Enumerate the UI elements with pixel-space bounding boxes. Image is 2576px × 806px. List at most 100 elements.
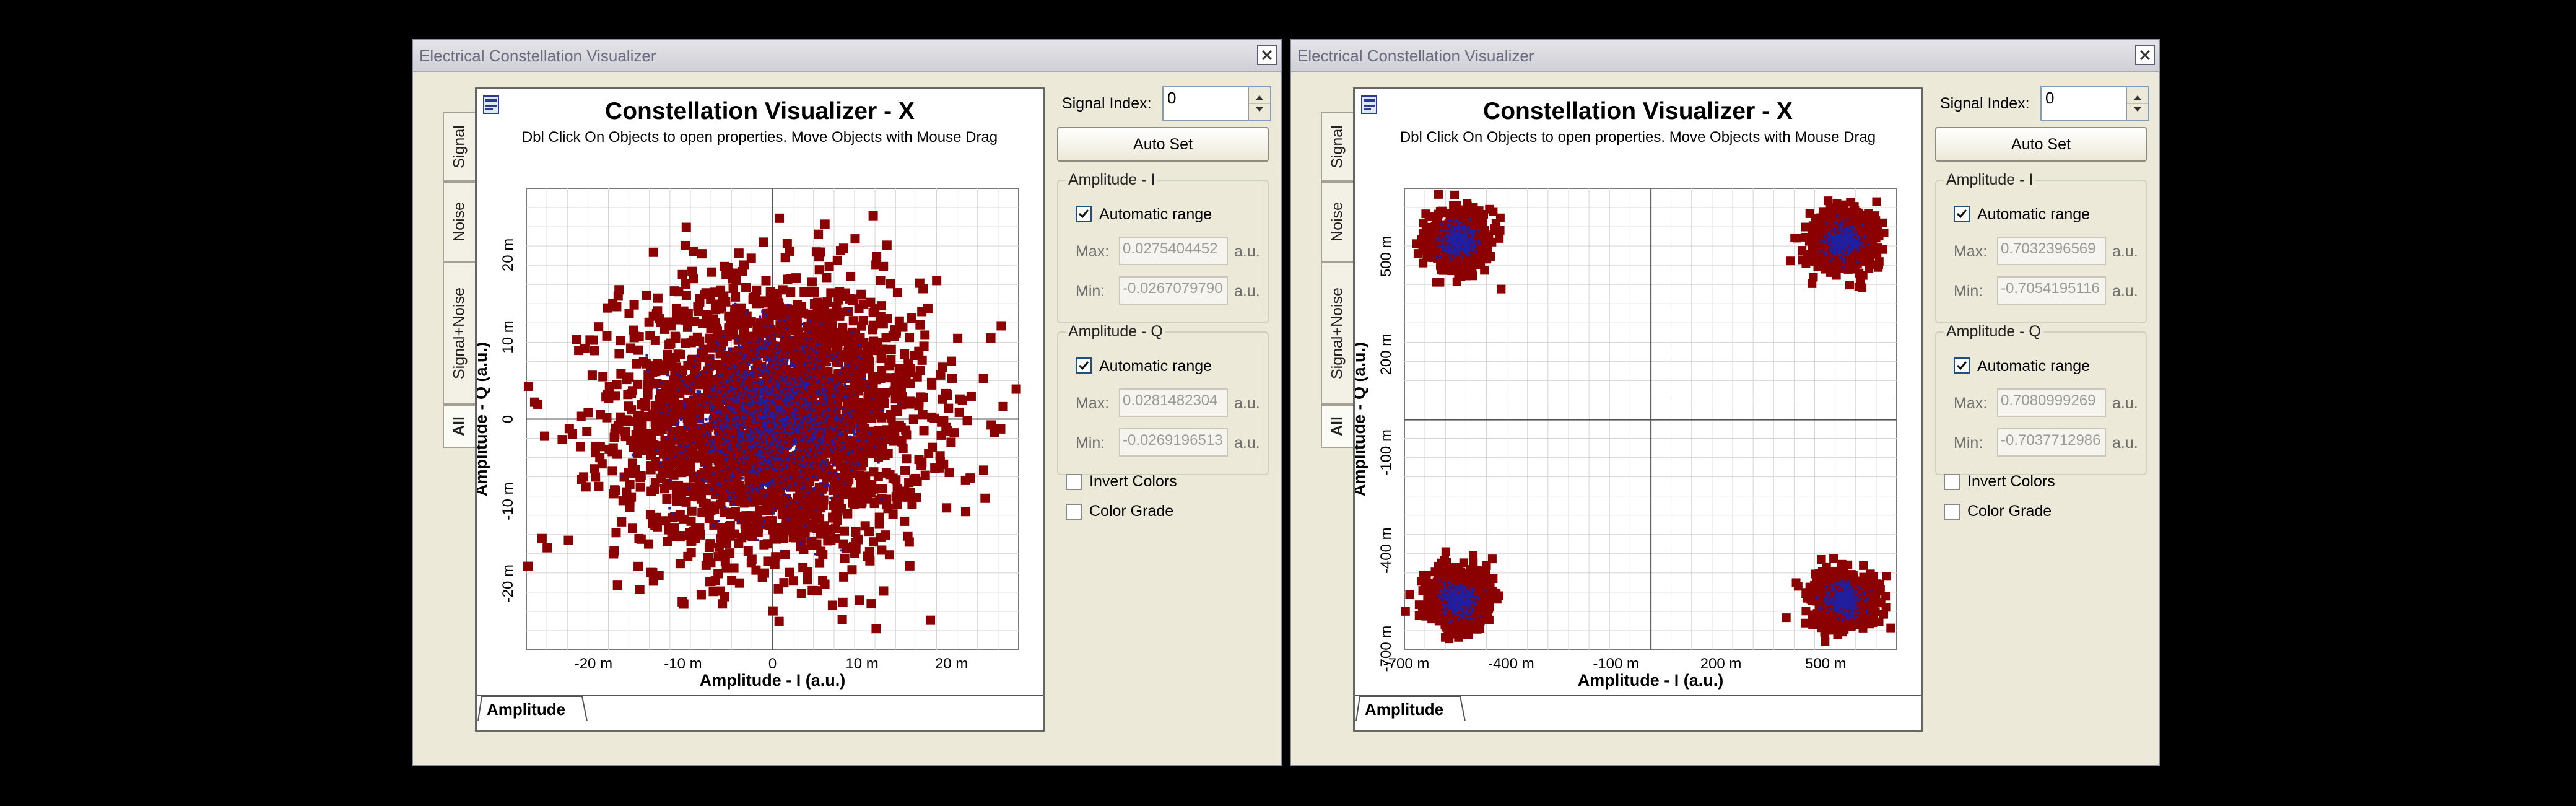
signal-sample-point bbox=[1471, 248, 1474, 252]
signal-sample-point bbox=[716, 411, 720, 414]
signal-sample-point bbox=[1453, 253, 1456, 256]
y-tick-label: -20 m bbox=[500, 564, 516, 602]
signal-sample-point bbox=[786, 488, 789, 491]
signal-sample-point bbox=[812, 349, 816, 352]
signal-sample-point bbox=[802, 416, 805, 419]
signal-sample-point bbox=[785, 398, 788, 401]
signal-sample-point bbox=[1461, 239, 1464, 242]
left-tab-all[interactable]: All bbox=[443, 405, 475, 448]
signal-sample-point bbox=[770, 400, 773, 403]
signal-sample-point bbox=[757, 431, 760, 434]
signal-sample-point bbox=[1452, 251, 1455, 254]
noise-sample-point bbox=[804, 504, 814, 514]
noise-sample-point bbox=[920, 330, 930, 340]
left-tab-signal[interactable]: Signal bbox=[443, 112, 475, 182]
signal-sample-point bbox=[719, 484, 722, 487]
right-close-button[interactable] bbox=[2135, 45, 2155, 65]
signal-sample-point bbox=[1450, 237, 1453, 240]
right-tab-signal[interactable]: Signal bbox=[1321, 112, 1353, 182]
noise-sample-point bbox=[557, 435, 567, 445]
signal-sample-point bbox=[676, 389, 679, 392]
signal-sample-point bbox=[775, 414, 778, 417]
signal-sample-point bbox=[756, 472, 759, 475]
graph-properties-icon[interactable] bbox=[483, 95, 499, 114]
signal-sample-point bbox=[803, 364, 806, 367]
left-plot-panel[interactable]: Constellation Visualizer - X Dbl Click O… bbox=[475, 87, 1045, 732]
signal-sample-point bbox=[814, 509, 817, 512]
signal-sample-point bbox=[647, 370, 650, 373]
noise-sample-point bbox=[855, 422, 865, 432]
noise-sample-point bbox=[811, 352, 820, 362]
signal-sample-point bbox=[700, 420, 703, 423]
noise-sample-point bbox=[718, 364, 728, 374]
signal-sample-point bbox=[740, 408, 743, 411]
signal-sample-point bbox=[1464, 235, 1468, 238]
noise-sample-point bbox=[941, 422, 951, 432]
signal-sample-point bbox=[1460, 221, 1463, 224]
signal-sample-point bbox=[708, 439, 711, 442]
noise-sample-point bbox=[523, 561, 533, 571]
signal-sample-point bbox=[744, 416, 747, 419]
left-invert-colors-checkbox[interactable] bbox=[1066, 474, 1082, 490]
noise-sample-point bbox=[1464, 205, 1473, 214]
signal-sample-point bbox=[1473, 230, 1476, 233]
signal-sample-point bbox=[1458, 249, 1461, 252]
signal-sample-point bbox=[739, 361, 742, 364]
signal-sample-point bbox=[770, 390, 773, 393]
signal-sample-point bbox=[737, 448, 740, 451]
left-amp-i-min-input[interactable]: -0.0267079790 bbox=[1119, 276, 1228, 305]
left-tab-noise[interactable]: Noise bbox=[443, 182, 475, 262]
left-amp-q-max-input[interactable]: 0.0281482304 bbox=[1119, 388, 1228, 417]
noise-sample-point bbox=[986, 333, 996, 343]
signal-sample-point bbox=[764, 483, 767, 486]
noise-sample-point bbox=[741, 336, 751, 346]
signal-sample-point bbox=[705, 401, 708, 404]
noise-sample-point bbox=[838, 597, 848, 607]
noise-sample-point bbox=[778, 467, 788, 476]
signal-sample-point bbox=[793, 419, 796, 423]
signal-sample-point bbox=[678, 444, 681, 447]
right-plot-panel[interactable]: Constellation Visualizer - X Dbl Click O… bbox=[1353, 87, 1923, 732]
signal-sample-point bbox=[778, 384, 781, 387]
left-titlebar[interactable]: Electrical Constellation Visualizer bbox=[413, 40, 1281, 72]
signal-sample-point bbox=[759, 315, 762, 318]
signal-sample-point bbox=[669, 408, 672, 411]
left-amp-i-auto-checkbox[interactable] bbox=[1076, 206, 1092, 222]
signal-sample-point bbox=[791, 414, 794, 418]
noise-sample-point bbox=[590, 441, 600, 451]
left-tab-signal-noise[interactable]: Signal+Noise bbox=[443, 262, 475, 405]
left-signal-index-input[interactable]: 0 bbox=[1162, 86, 1271, 121]
signal-sample-point bbox=[1438, 255, 1442, 258]
right-tab-all[interactable]: All bbox=[1321, 405, 1353, 448]
right-tab-signal-noise[interactable]: Signal+Noise bbox=[1321, 262, 1353, 405]
left-amp-i-max-input[interactable]: 0.0275404452 bbox=[1119, 237, 1228, 265]
noise-sample-point bbox=[630, 465, 640, 475]
signal-sample-point bbox=[729, 408, 733, 411]
signal-sample-point bbox=[779, 450, 782, 453]
left-signal-index-stepper[interactable] bbox=[1248, 87, 1270, 120]
left-amp-q-min-input[interactable]: -0.0269196513 bbox=[1119, 428, 1228, 457]
left-color-grade-checkbox[interactable] bbox=[1066, 504, 1082, 520]
noise-sample-point bbox=[1482, 246, 1491, 255]
graph-properties-icon[interactable] bbox=[1361, 95, 1377, 114]
signal-sample-point bbox=[809, 448, 812, 451]
noise-sample-point bbox=[918, 410, 928, 419]
noise-sample-point bbox=[693, 304, 703, 313]
signal-sample-point bbox=[803, 448, 806, 451]
right-titlebar[interactable]: Electrical Constellation Visualizer bbox=[1291, 40, 2159, 72]
noise-sample-point bbox=[690, 482, 700, 492]
signal-sample-point bbox=[757, 351, 760, 354]
signal-sample-point bbox=[1447, 245, 1450, 248]
noise-sample-point bbox=[597, 459, 607, 469]
left-auto-set-button[interactable]: Auto Set bbox=[1057, 127, 1269, 162]
left-close-button[interactable] bbox=[1257, 45, 1277, 65]
signal-sample-point bbox=[800, 487, 803, 490]
left-amp-q-auto-checkbox[interactable] bbox=[1076, 357, 1092, 374]
left-tab-amplitude[interactable]: Amplitude bbox=[477, 696, 588, 721]
signal-sample-point bbox=[1458, 232, 1461, 235]
right-tab-noise[interactable]: Noise bbox=[1321, 182, 1353, 262]
signal-sample-point bbox=[764, 388, 767, 392]
right-constellation-chart[interactable]: -700 m -400 m -100 m 200 m 500 m-700 m-400 m… bbox=[1355, 89, 1921, 694]
signal-sample-point bbox=[752, 414, 755, 418]
